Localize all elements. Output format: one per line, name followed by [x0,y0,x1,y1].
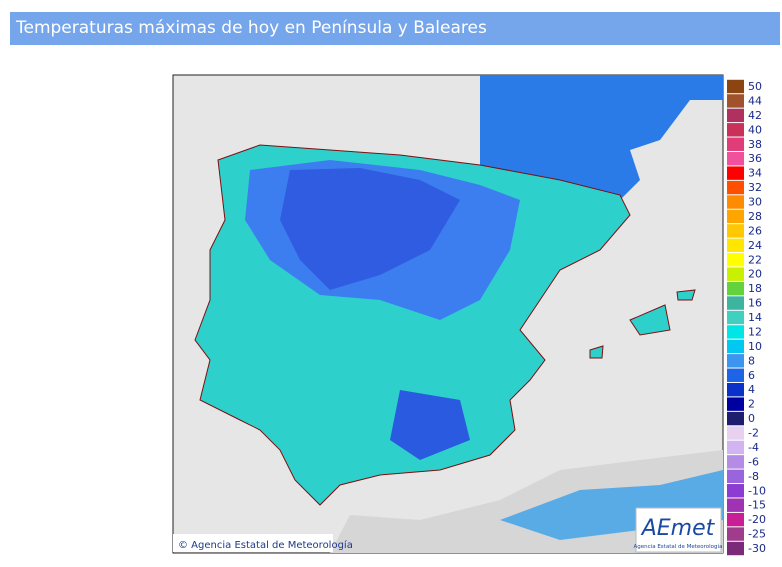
legend-swatch [727,512,744,527]
legend-label: 44 [748,94,762,107]
legend-label: 50 [748,80,762,93]
legend-label: 12 [748,325,762,338]
legend-label: -15 [748,499,766,512]
legend-label: 38 [748,138,762,151]
legend-swatch [727,382,744,397]
legend-label: 2 [748,398,755,411]
legend-label: 4 [748,383,755,396]
legend-label: 6 [748,369,755,382]
islands [589,289,696,359]
legend-swatch [727,411,744,426]
legend-swatch [727,484,744,498]
legend-label: 32 [748,181,762,194]
logo-box [635,507,722,553]
legend-swatch [727,440,744,455]
legend-label: 40 [748,123,762,136]
legend-label: 0 [748,412,755,425]
legend-swatch [727,137,744,151]
legend-label: 30 [748,196,762,209]
legend-swatch [727,209,744,224]
legend-label: -10 [748,484,766,497]
legend-label: -2 [748,427,759,440]
copyright-box [173,534,333,552]
legend-swatch [727,166,744,180]
legend-swatch [727,108,744,123]
legend-swatch [727,354,744,368]
legend-swatch [727,79,744,94]
legend-swatch [727,455,744,469]
legend-swatch [727,253,744,267]
legend-swatch [727,151,744,166]
france [480,75,723,200]
legend-swatch [727,238,744,253]
legend-swatch [727,195,744,209]
legend-label: 26 [748,224,762,237]
legend-label: -4 [748,441,759,454]
cold-core [280,168,460,290]
legend-label: -6 [748,455,759,468]
cold-south [390,390,470,460]
legend-swatch [727,397,744,411]
legend-label: 16 [748,297,762,310]
legend-label: 24 [748,239,762,252]
legend-swatch [727,224,744,238]
legend-label: 8 [748,354,755,367]
legend-label: 20 [748,268,762,281]
legend-swatch [727,325,744,339]
legend-label: 42 [748,109,762,122]
legend-label: 18 [748,282,762,295]
legend-label: 36 [748,152,762,165]
legend-swatch [727,426,744,440]
legend-swatch [727,368,744,382]
legend-swatch [727,469,744,484]
legend-label: 28 [748,210,762,223]
legend: 5044424038363432302826242220181614121086… [727,79,766,556]
legend-swatch [727,498,744,512]
legend-swatch [727,310,744,325]
legend-label: -8 [748,470,759,483]
legend-swatch [727,123,744,137]
legend-swatch [727,94,744,108]
header-title: Temperaturas máximas de hoy en Península… [10,12,780,45]
legend-swatch [727,180,744,195]
legend-swatch [727,339,744,354]
legend-swatch [727,541,744,556]
legend-label: 10 [748,340,762,353]
legend-label: -30 [748,542,766,555]
logo-subtitle: Agencia Estatal de Meteorología [634,543,723,550]
legend-swatch [727,296,744,310]
legend-label: -20 [748,513,766,526]
copyright: © Agencia Estatal de Meteorología [178,539,353,551]
legend-label: 14 [748,311,762,324]
legend-swatch [727,527,744,541]
legend-label: 22 [748,253,762,266]
legend-swatch [727,281,744,296]
legend-label: -25 [748,528,766,541]
logo: AEmet [640,516,716,541]
legend-label: 34 [748,167,762,180]
legend-swatch [727,267,744,281]
